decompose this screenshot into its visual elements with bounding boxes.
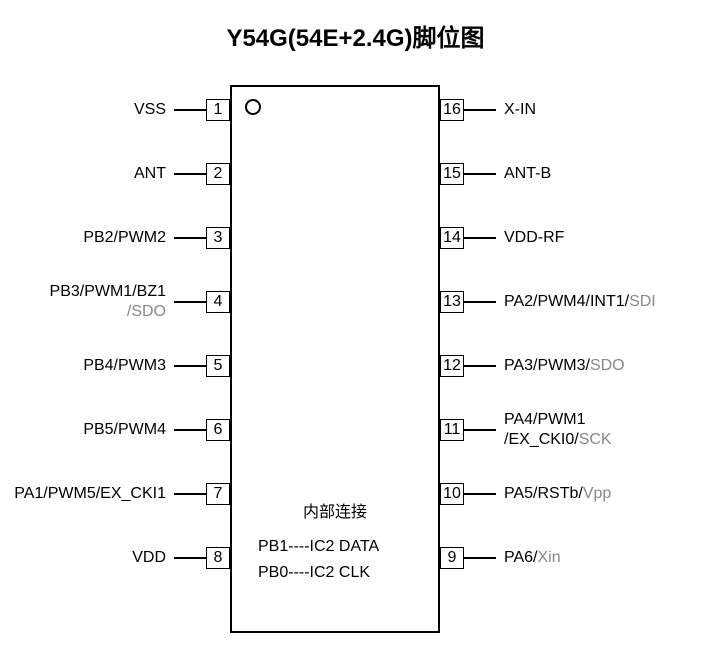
pin-box-5: 5	[206, 355, 230, 377]
pin-box-13: 13	[440, 291, 464, 313]
pin-box-9: 9	[440, 547, 464, 569]
pin-lead-13	[464, 301, 496, 303]
pin-box-10: 10	[440, 483, 464, 505]
pin-label-16: X-IN	[504, 100, 536, 120]
pin-label-11: PA4/PWM1/EX_CKI0/SCK	[504, 410, 612, 450]
pin-box-14: 14	[440, 227, 464, 249]
pin-box-1: 1	[206, 99, 230, 121]
pin-label-9: PA6/Xin	[504, 548, 561, 568]
pin-lead-15	[464, 173, 496, 175]
pin-label-10: PA5/RSTb/Vpp	[504, 484, 611, 504]
pin-label-8: VDD	[132, 548, 166, 568]
pin-lead-6	[174, 429, 206, 431]
pin-lead-11	[464, 429, 496, 431]
pin-box-12: 12	[440, 355, 464, 377]
pin-lead-2	[174, 173, 206, 175]
pin-lead-7	[174, 493, 206, 495]
pin-label-1: VSS	[134, 100, 166, 120]
pin-lead-14	[464, 237, 496, 239]
pin-label-3: PB2/PWM2	[83, 228, 166, 248]
pin-label-4: PB3/PWM1/BZ1/SDO	[50, 282, 166, 322]
pin-label-7: PA1/PWM5/EX_CKI1	[14, 484, 166, 504]
pin-box-6: 6	[206, 419, 230, 441]
pin-lead-3	[174, 237, 206, 239]
pin1-indicator-dot	[245, 99, 261, 115]
pin-label-13: PA2/PWM4/INT1/SDI	[504, 292, 656, 312]
pin-box-15: 15	[440, 163, 464, 185]
pin-label-14: VDD-RF	[504, 228, 564, 248]
diagram-title: Y54G(54E+2.4G)脚位图	[0, 18, 711, 53]
pin-box-3: 3	[206, 227, 230, 249]
pin-label-12: PA3/PWM3/SDO	[504, 356, 625, 376]
pin-label-15: ANT-B	[504, 164, 551, 184]
pin-box-16: 16	[440, 99, 464, 121]
pin-label-2: ANT	[134, 164, 166, 184]
pin-label-6: PB5/PWM4	[83, 420, 166, 440]
pin-box-8: 8	[206, 547, 230, 569]
pin-label-5: PB4/PWM3	[83, 356, 166, 376]
pin-box-4: 4	[206, 291, 230, 313]
pin-lead-5	[174, 365, 206, 367]
pin-lead-8	[174, 557, 206, 559]
pin-lead-1	[174, 109, 206, 111]
pin-box-2: 2	[206, 163, 230, 185]
pin-lead-16	[464, 109, 496, 111]
pin-lead-4	[174, 301, 206, 303]
pin-box-11: 11	[440, 419, 464, 441]
internal-header: 内部连接	[230, 498, 440, 522]
pin-box-7: 7	[206, 483, 230, 505]
pin-lead-9	[464, 557, 496, 559]
pin-lead-12	[464, 365, 496, 367]
internal-line-1: PB0----IC2 CLK	[230, 560, 440, 586]
internal-connection-block: 内部连接 PB1----IC2 DATA PB0----IC2 CLK	[230, 498, 440, 585]
pin-lead-10	[464, 493, 496, 495]
internal-line-0: PB1----IC2 DATA	[230, 534, 440, 560]
